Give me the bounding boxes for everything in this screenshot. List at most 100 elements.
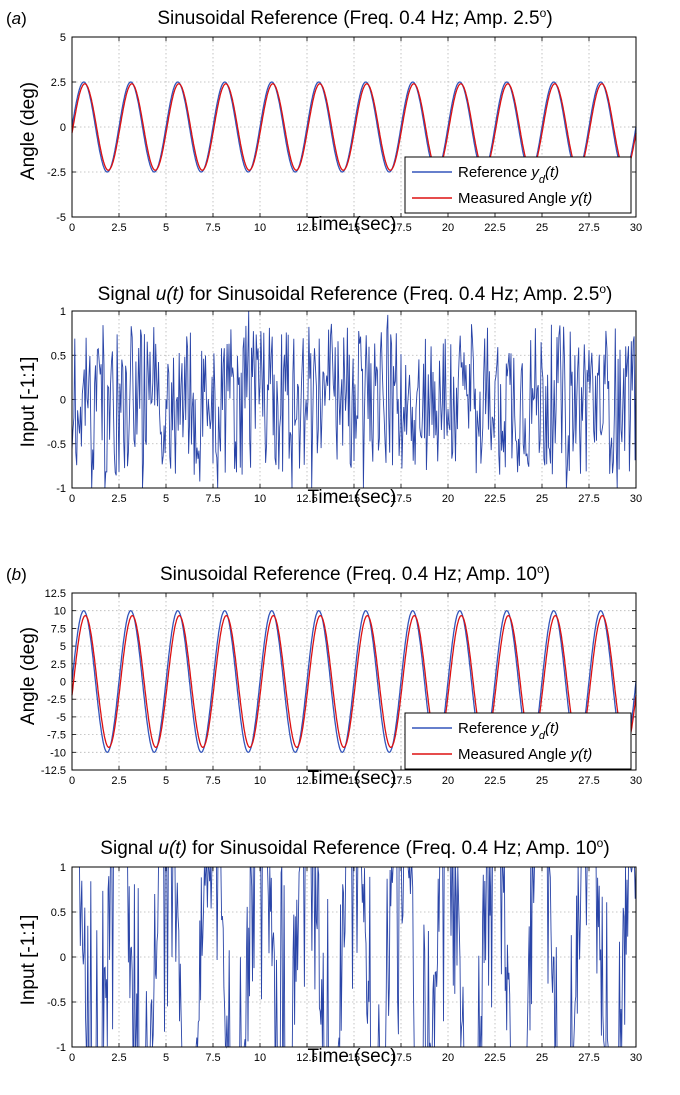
plot-frame	[71, 592, 637, 771]
chart-a2-ylabel: Input [-1:1]	[18, 357, 39, 448]
y-tick-label: -2.5	[47, 167, 66, 179]
chart-a1-title: Sinusoidal Reference (Freq. 0.4 Hz; Amp.…	[157, 6, 552, 29]
panel-label-a: (a)	[6, 9, 27, 28]
x-tick-label: 17.5	[390, 1052, 411, 1064]
y-tick-label: -10	[50, 747, 66, 759]
series-line-1	[71, 615, 637, 748]
x-tick-label: 27.5	[578, 222, 599, 234]
y-tick-label: 5	[60, 641, 66, 653]
x-tick-label: 17.5	[390, 775, 411, 787]
y-tick-label: -0.5	[47, 439, 66, 451]
y-tick-label: -2.5	[47, 694, 66, 706]
y-tick-label: -5	[56, 712, 66, 724]
x-tick-label: 25	[536, 222, 548, 234]
x-tick-label: 27.5	[578, 775, 599, 787]
chart-a1-legend: Reference yd(t) Measured Angle y(t)	[404, 156, 632, 214]
y-tick-label: 10	[54, 606, 66, 618]
x-tick-label: 10	[254, 493, 266, 505]
x-tick-label: 30	[630, 775, 642, 787]
x-tick-label: 27.5	[578, 493, 599, 505]
x-tick-label: 25	[536, 493, 548, 505]
chart-a1-legend-ref-label: Reference yd(t)	[458, 164, 559, 186]
x-tick-label: 5	[163, 493, 169, 505]
x-tick-label: 2.5	[111, 1052, 126, 1064]
series-line-1	[71, 83, 637, 171]
y-tick-label: -1	[56, 1042, 66, 1054]
chart-b1-legend-box	[404, 712, 632, 770]
x-tick-label: 5	[163, 222, 169, 234]
x-tick-label: 17.5	[390, 222, 411, 234]
x-tick-label: 22.5	[484, 493, 505, 505]
y-tick-label: 0	[60, 122, 66, 134]
y-tick-label: 2.5	[51, 659, 66, 671]
x-tick-label: 10	[254, 1052, 266, 1064]
x-tick-label: 22.5	[484, 775, 505, 787]
chart-a1-legend-meas-label: Measured Angle y(t)	[458, 190, 592, 207]
x-tick-label: 7.5	[205, 775, 220, 787]
x-tick-label: 30	[630, 222, 642, 234]
y-tick-label: -5	[56, 212, 66, 224]
x-tick-label: 20	[442, 1052, 454, 1064]
x-tick-label: 30	[630, 1052, 642, 1064]
chart-a2-title: Signal u(t) for Sinusoidal Reference (Fr…	[98, 282, 613, 305]
chart-b1-xlabel: Time (sec)	[307, 768, 396, 789]
x-tick-label: 25	[536, 1052, 548, 1064]
chart-a2-xlabel: Time (sec)	[307, 487, 396, 508]
x-tick-label: 27.5	[578, 1052, 599, 1064]
x-tick-label: 2.5	[111, 493, 126, 505]
x-tick-label: 17.5	[390, 493, 411, 505]
plot-frame	[71, 310, 637, 489]
chart-a1-legend-box	[404, 156, 632, 214]
chart-b2-ylabel: Input [-1:1]	[18, 915, 39, 1006]
chart-b2-title: Signal u(t) for Sinusoidal Reference (Fr…	[100, 836, 609, 859]
x-tick-label: 12.5	[296, 222, 317, 234]
y-tick-label: 2.5	[51, 77, 66, 89]
chart-b2-plot: 0 2.5 5 7.5 10 12.5 15 17.5 20 22.5 25 27.5 30-1-0.5…	[47, 862, 642, 1064]
chart-a1-plot: 0 2.5 5 7.5 10 12.5 15 17.5 20 22.5 25 27.5 30 -5 -2.5…	[47, 32, 642, 234]
y-tick-label: 0.5	[51, 350, 66, 362]
x-tick-label: 25	[536, 775, 548, 787]
x-tick-label: 20	[442, 222, 454, 234]
x-tick-label: 2.5	[111, 222, 126, 234]
y-tick-label: -12.5	[41, 765, 66, 777]
chart-b1-legend: Reference yd(t) Measured Angle y(t)	[404, 712, 632, 770]
x-tick-label: 0	[69, 1052, 75, 1064]
x-tick-label: 12.5	[296, 775, 317, 787]
chart-b1-title: Sinusoidal Reference (Freq. 0.4 Hz; Amp.…	[160, 562, 550, 585]
x-tick-label: 15	[348, 493, 360, 505]
x-tick-label: 5	[163, 775, 169, 787]
y-tick-label: 0	[60, 677, 66, 689]
plot-frame	[71, 866, 637, 1048]
x-tick-label: 7.5	[205, 222, 220, 234]
chart-b1-legend-meas-label: Measured Angle y(t)	[458, 746, 592, 763]
x-tick-label: 0	[69, 775, 75, 787]
x-tick-label: 20	[442, 775, 454, 787]
plot-area	[72, 867, 636, 1047]
x-tick-label: 12.5	[296, 1052, 317, 1064]
y-tick-label: -0.5	[47, 997, 66, 1009]
y-tick-label: 0	[60, 395, 66, 407]
x-tick-label: 15	[348, 1052, 360, 1064]
x-tick-label: 0	[69, 493, 75, 505]
y-tick-label: 0	[60, 952, 66, 964]
x-tick-label: 30	[630, 493, 642, 505]
x-tick-label: 22.5	[484, 1052, 505, 1064]
plot-frame	[71, 36, 637, 218]
x-tick-label: 20	[442, 493, 454, 505]
y-tick-label: 0.5	[51, 907, 66, 919]
y-tick-label: 1	[60, 306, 66, 318]
series-line-0	[71, 610, 637, 753]
y-tick-label: 12.5	[45, 588, 66, 600]
series-line-0	[71, 310, 637, 489]
x-tick-label: 5	[163, 1052, 169, 1064]
x-tick-label: 15	[348, 222, 360, 234]
chart-b2-xlabel: Time (sec)	[307, 1046, 396, 1067]
y-tick-label: -7.5	[47, 730, 66, 742]
x-tick-label: 22.5	[484, 222, 505, 234]
chart-b1-legend-ref-label: Reference yd(t)	[458, 720, 559, 742]
chart-a1-xlabel: Time (sec)	[307, 214, 396, 235]
x-tick-label: 0	[69, 222, 75, 234]
x-tick-label: 15	[348, 775, 360, 787]
y-tick-label: -1	[56, 483, 66, 495]
